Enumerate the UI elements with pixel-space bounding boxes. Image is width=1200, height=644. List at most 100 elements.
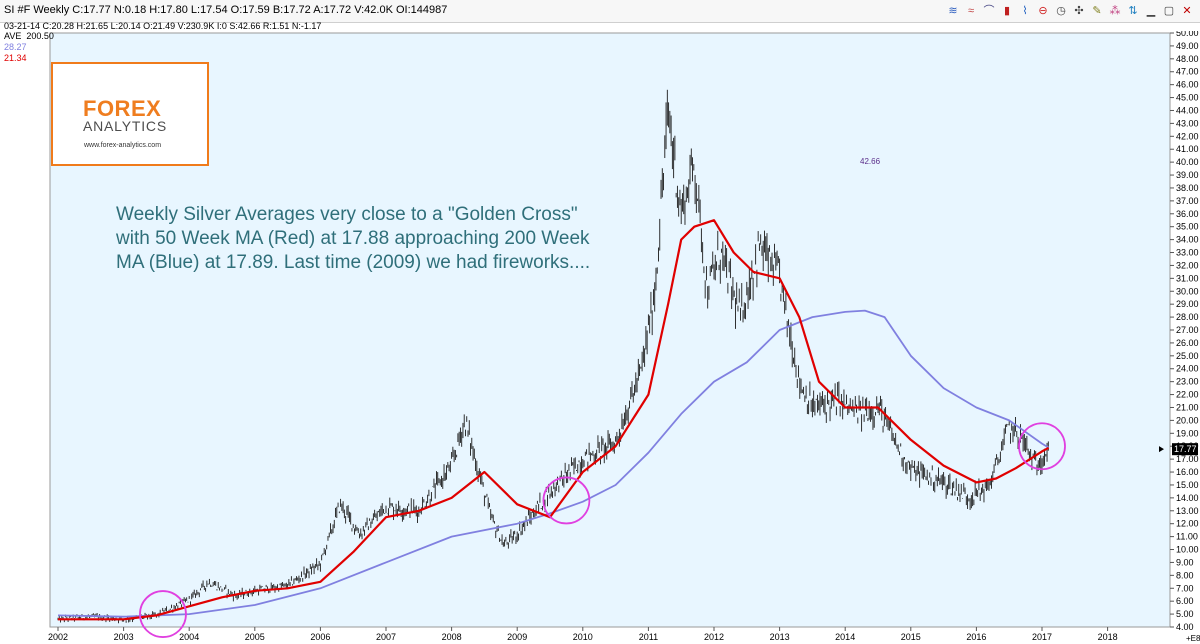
- x-tick-label: 2006: [310, 632, 330, 642]
- y-tick-label: 14.00: [1176, 493, 1199, 503]
- last-price-box: [1172, 443, 1198, 456]
- legend-ma200-value: 28.27: [4, 42, 27, 52]
- y-tick-label: 12.00: [1176, 519, 1199, 529]
- y-tick-label: 9.00: [1176, 557, 1194, 567]
- y-tick-label: 33.00: [1176, 248, 1199, 258]
- wave-chart-alt-icon[interactable]: ≈: [967, 5, 975, 17]
- y-tick-label: 8.00: [1176, 570, 1194, 580]
- arc-chart-icon[interactable]: ⌒: [983, 5, 995, 17]
- y-tick-label: 29.00: [1176, 299, 1199, 309]
- y-tick-label: 49.00: [1176, 41, 1199, 51]
- x-tick-label: 2013: [770, 632, 790, 642]
- y-tick-label: 21.00: [1176, 402, 1199, 412]
- x-tick-label: 2009: [507, 632, 527, 642]
- x-tick-label: 2014: [835, 632, 855, 642]
- y-tick-label: 42.00: [1176, 131, 1199, 141]
- x-tick-label: 2007: [376, 632, 396, 642]
- x-tick-label: 2005: [245, 632, 265, 642]
- clock-icon[interactable]: ◷: [1056, 5, 1066, 17]
- window-titlebar: SI #F Weekly C:17.77 N:0.18 H:17.80 L:17…: [0, 0, 1200, 23]
- cross-highlight-circle: [1018, 422, 1066, 471]
- price-chart[interactable]: 4.00 5.00 6.00 7.00 8.00 9.00 10.00 11.00 12.00 1…: [0, 31, 1200, 644]
- x-tick-label: 2012: [704, 632, 724, 642]
- y-tick-label: 34.00: [1176, 235, 1199, 245]
- annotation-line: Weekly Silver Averages very close to a "…: [116, 204, 578, 225]
- y-tick-label: 13.00: [1176, 506, 1199, 516]
- x-tick-label: 2018: [1098, 632, 1118, 642]
- minimize-icon[interactable]: ▁: [1146, 5, 1156, 17]
- y-tick-label: 15.00: [1176, 480, 1199, 490]
- y-tick-label: 16.00: [1176, 467, 1199, 477]
- annotation-line: MA (Blue) at 17.89. Last time (2009) we …: [116, 252, 591, 273]
- y-tick-label: 43.00: [1176, 118, 1199, 128]
- forex-analytics-logo: FOREX ANALYTICS www.forex-analytics.com: [51, 62, 209, 166]
- y-tick-label: 37.00: [1176, 196, 1199, 206]
- y-tick-label: 32.00: [1176, 260, 1199, 270]
- info-bar: 03-21-14 C:20.28 H:21.65 L:20.14 O:21.49…: [0, 21, 1200, 32]
- cross-highlight-circle: [542, 476, 591, 525]
- y-tick-label: 28.00: [1176, 312, 1199, 322]
- y-tick-label: 45.00: [1176, 93, 1199, 103]
- y-tick-label: 6.00: [1176, 596, 1194, 606]
- crosshair-icon[interactable]: ✣: [1074, 5, 1084, 17]
- y-tick-label: 39.00: [1176, 170, 1199, 180]
- y-tick-label: 41.00: [1176, 144, 1199, 154]
- arrows-icon[interactable]: ⇅: [1128, 5, 1138, 17]
- y-tick-label: 19.00: [1176, 428, 1199, 438]
- legend-ma50-value: 21.34: [4, 53, 27, 63]
- x-axis: 2002 2003 2004 2005 2006 2007 2008 2009 2010 2011…: [48, 627, 1118, 642]
- chart-area[interactable]: 4.00 5.00 6.00 7.00 8.00 9.00 10.00 11.00 12.00 1…: [0, 31, 1200, 644]
- x-tick-label: 2008: [442, 632, 462, 642]
- y-tick-label: 31.00: [1176, 273, 1199, 283]
- y-tick-label: 4.00: [1176, 622, 1194, 632]
- close-icon[interactable]: ✕: [1182, 5, 1192, 17]
- y-tick-label: 26.00: [1176, 338, 1199, 348]
- y-tick-label: 30.00: [1176, 286, 1199, 296]
- legend-row-ave: AVE 200.50: [4, 31, 54, 42]
- x-tick-label: 2016: [966, 632, 986, 642]
- no-entry-icon[interactable]: ⊖: [1038, 5, 1048, 17]
- window-title: SI #F Weekly C:17.77 N:0.18 H:17.80 L:17…: [4, 4, 448, 16]
- network-icon[interactable]: ⁂: [1109, 5, 1121, 17]
- chart-annotation: Weekly Silver Averages very close to a "…: [116, 203, 676, 275]
- wave-chart-icon[interactable]: ≋: [948, 5, 958, 17]
- x-tick-label: 2010: [573, 632, 593, 642]
- y-tick-label: 17.00: [1176, 454, 1199, 464]
- y-tick-label: 50.00: [1176, 31, 1199, 38]
- ma50-line: [58, 219, 1050, 621]
- y-tick-label: 7.00: [1176, 583, 1194, 593]
- logo-sub: ANALYTICS: [83, 118, 167, 134]
- y-axis: 4.00 5.00 6.00 7.00 8.00 9.00 10.00 11.00 12.00 1…: [1170, 31, 1199, 632]
- pencil-icon[interactable]: ✎: [1092, 5, 1102, 17]
- legend: AVE 200.50 28.27 21.34: [4, 31, 54, 64]
- y-tick-label: 24.00: [1176, 364, 1199, 374]
- bar-chart-icon[interactable]: ▮: [1003, 5, 1011, 17]
- y-tick-label: 35.00: [1176, 222, 1199, 232]
- y-tick-label: 23.00: [1176, 377, 1199, 387]
- y-tick-label: 47.00: [1176, 67, 1199, 77]
- legend-label: AVE: [4, 31, 22, 41]
- line-chart-icon[interactable]: ⌇: [1022, 5, 1028, 17]
- y-tick-label: 44.00: [1176, 105, 1199, 115]
- y-tick-label: 46.00: [1176, 80, 1199, 90]
- y-tick-label: 27.00: [1176, 325, 1199, 335]
- y-tick-label: 36.00: [1176, 209, 1199, 219]
- toolbar: ≋ ≈ ⌒ ▮ ⌇ ⊖ ◷ ✣ ✎ ⁂ ⇅ ▁ ▢ ✕: [946, 3, 1194, 19]
- logo-brand: FOREX: [83, 96, 162, 121]
- price-marker-label: 42.66: [860, 157, 881, 166]
- y-tick-label: 10.00: [1176, 545, 1199, 555]
- y-tick-label: 38.00: [1176, 183, 1199, 193]
- cross-highlight-circle: [139, 590, 187, 638]
- x-tick-label: 2002: [48, 632, 68, 642]
- last-price-label: 17.77: [1174, 444, 1197, 454]
- maximize-icon[interactable]: ▢: [1163, 5, 1175, 17]
- y-tick-label: 20.00: [1176, 415, 1199, 425]
- x-tick-label: 2003: [114, 632, 134, 642]
- x-tick-label: 2011: [639, 632, 658, 642]
- legend-label-value: 200.50: [26, 31, 54, 41]
- x-tick-label: 2017: [1032, 632, 1052, 642]
- ma200-line: [57, 309, 1050, 618]
- y-tick-label: 25.00: [1176, 351, 1199, 361]
- logo-url: www.forex-analytics.com: [84, 142, 162, 149]
- plot-area: [49, 32, 1171, 628]
